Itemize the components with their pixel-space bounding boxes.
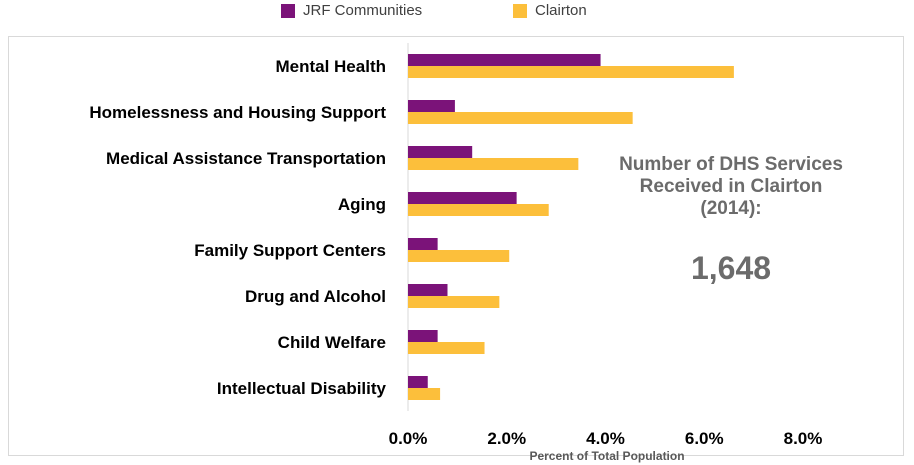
bar-jrf <box>408 146 473 158</box>
bar-clairton <box>408 250 510 262</box>
x-tick-label: 0.0% <box>389 429 428 448</box>
dhs-services-callout: Number of DHS Services Received in Clair… <box>576 154 886 287</box>
x-tick-label: 8.0% <box>784 429 823 448</box>
bar-clairton <box>408 204 549 216</box>
category-label: Homelessness and Housing Support <box>89 103 386 122</box>
legend-label-jrf: JRF Communities <box>303 2 423 19</box>
category-label: Medical Assistance Transportation <box>106 149 386 168</box>
category-label: Intellectual Disability <box>217 379 387 398</box>
bar-jrf <box>408 100 455 112</box>
legend-label-clairton: Clairton <box>535 2 587 19</box>
callout-value: 1,648 <box>690 250 772 286</box>
bar-jrf <box>408 54 601 66</box>
callout-title-line-1: Number of DHS Services <box>619 154 843 175</box>
bar-clairton <box>408 296 500 308</box>
bar-clairton <box>408 388 441 400</box>
legend-swatch-jrf <box>281 3 295 18</box>
legend-swatch-clairton <box>513 3 527 18</box>
category-label: Drug and Alcohol <box>245 287 386 306</box>
category-label: Mental Health <box>275 57 386 76</box>
bar-jrf <box>408 284 448 296</box>
callout-title-line-2: Received in Clairton <box>639 176 823 197</box>
callout-title-line-3: (2014): <box>700 198 762 219</box>
bar-clairton <box>408 158 579 170</box>
x-tick-label: 6.0% <box>685 429 724 448</box>
category-label: Child Welfare <box>278 333 386 352</box>
category-label: Aging <box>338 195 386 214</box>
bar-jrf <box>408 376 428 388</box>
bar-jrf <box>408 330 438 342</box>
category-label: Family Support Centers <box>194 241 386 260</box>
x-tick-label: 4.0% <box>586 429 625 448</box>
bar-clairton <box>408 112 633 124</box>
bar-clairton <box>408 342 485 354</box>
x-axis-title: Percent of Total Population <box>529 449 684 463</box>
bar-jrf <box>408 238 438 250</box>
x-tick-label: 2.0% <box>487 429 526 448</box>
legend-item-clairton: Clairton <box>513 2 587 19</box>
legend: JRF Communities Clairton <box>0 2 914 24</box>
legend-item-jrf: JRF Communities <box>281 2 422 19</box>
bar-jrf <box>408 192 517 204</box>
chart-frame <box>8 36 904 456</box>
bar-clairton <box>408 66 734 78</box>
